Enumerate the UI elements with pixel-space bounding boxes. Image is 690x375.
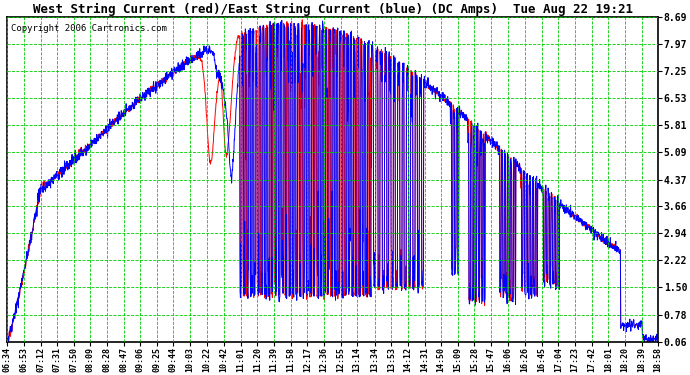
Text: Copyright 2006 Cartronics.com: Copyright 2006 Cartronics.com — [10, 24, 166, 33]
Title: West String Current (red)/East String Current (blue) (DC Amps)  Tue Aug 22 19:21: West String Current (red)/East String Cu… — [32, 3, 633, 16]
